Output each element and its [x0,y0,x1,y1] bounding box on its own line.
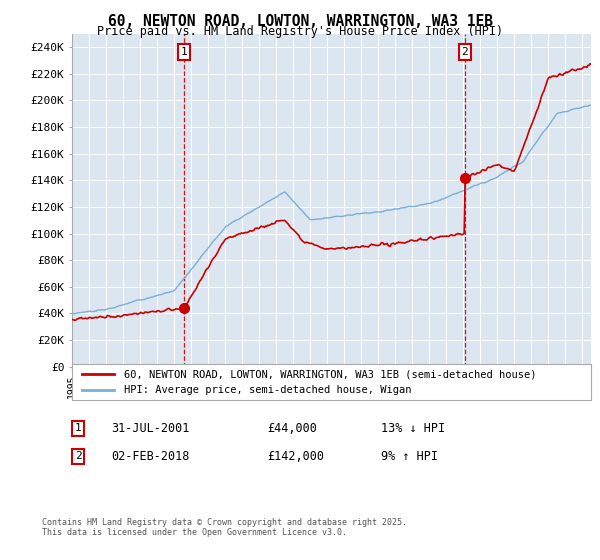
Text: 9% ↑ HPI: 9% ↑ HPI [381,450,438,463]
Text: Price paid vs. HM Land Registry's House Price Index (HPI): Price paid vs. HM Land Registry's House … [97,25,503,38]
Text: 31-JUL-2001: 31-JUL-2001 [111,422,190,435]
Text: 13% ↓ HPI: 13% ↓ HPI [381,422,445,435]
Text: 2: 2 [74,451,82,461]
Text: Contains HM Land Registry data © Crown copyright and database right 2025.
This d: Contains HM Land Registry data © Crown c… [42,518,407,538]
Text: 60, NEWTON ROAD, LOWTON, WARRINGTON, WA3 1EB (semi-detached house): 60, NEWTON ROAD, LOWTON, WARRINGTON, WA3… [124,369,536,379]
Text: HPI: Average price, semi-detached house, Wigan: HPI: Average price, semi-detached house,… [124,385,412,395]
Text: 60, NEWTON ROAD, LOWTON, WARRINGTON, WA3 1EB: 60, NEWTON ROAD, LOWTON, WARRINGTON, WA3… [107,14,493,29]
Text: 1: 1 [74,423,82,433]
Text: £44,000: £44,000 [267,422,317,435]
Text: 02-FEB-2018: 02-FEB-2018 [111,450,190,463]
Text: 1: 1 [181,47,187,57]
Text: 2: 2 [461,47,468,57]
Text: £142,000: £142,000 [267,450,324,463]
